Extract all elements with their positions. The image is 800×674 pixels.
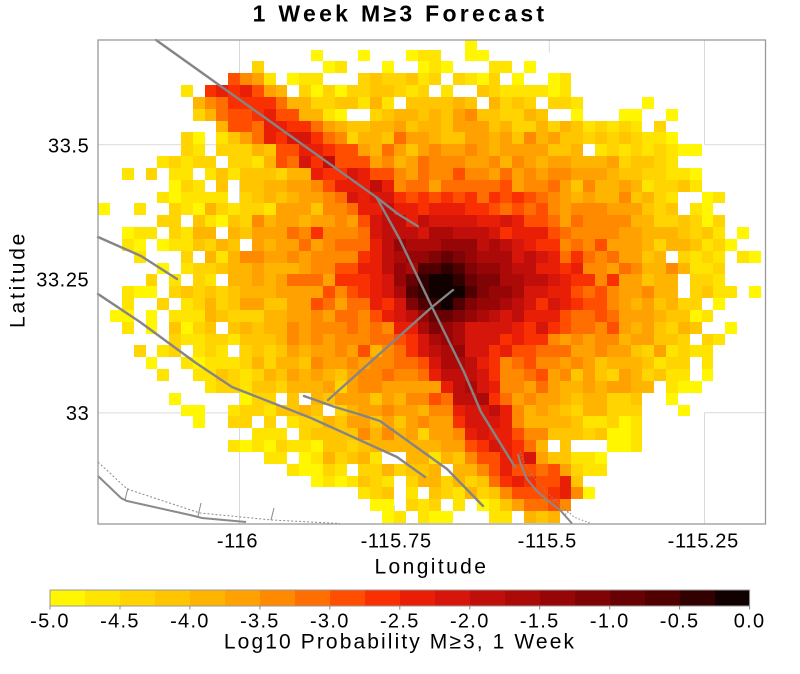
svg-text:Log10 Probability M≥3, 1 Week: Log10 Probability M≥3, 1 Week [224, 631, 576, 654]
svg-text:-2.5: -2.5 [380, 611, 420, 633]
svg-text:-3.0: -3.0 [310, 611, 350, 633]
svg-text:0.0: 0.0 [734, 611, 766, 633]
svg-text:1 Week M≥3 Forecast: 1 Week M≥3 Forecast [253, 1, 548, 27]
svg-text:-1.0: -1.0 [590, 611, 630, 633]
svg-text:-0.5: -0.5 [660, 611, 700, 633]
svg-text:-3.5: -3.5 [240, 611, 280, 633]
svg-text:Longitude: Longitude [374, 556, 488, 579]
svg-text:-115.5: -115.5 [518, 531, 577, 553]
svg-text:-115.25: -115.25 [668, 531, 739, 553]
svg-text:-4.5: -4.5 [100, 611, 140, 633]
svg-text:33.25: 33.25 [36, 270, 89, 292]
svg-text:-1.5: -1.5 [520, 611, 560, 633]
svg-text:-116: -116 [217, 531, 258, 553]
svg-text:33.5: 33.5 [48, 136, 89, 158]
svg-text:33: 33 [66, 403, 89, 425]
svg-text:Latitude: Latitude [6, 231, 29, 328]
svg-text:-115.75: -115.75 [361, 531, 432, 553]
svg-text:-2.0: -2.0 [450, 611, 490, 633]
svg-text:-4.0: -4.0 [170, 611, 210, 633]
svg-text:-5.0: -5.0 [30, 611, 70, 633]
